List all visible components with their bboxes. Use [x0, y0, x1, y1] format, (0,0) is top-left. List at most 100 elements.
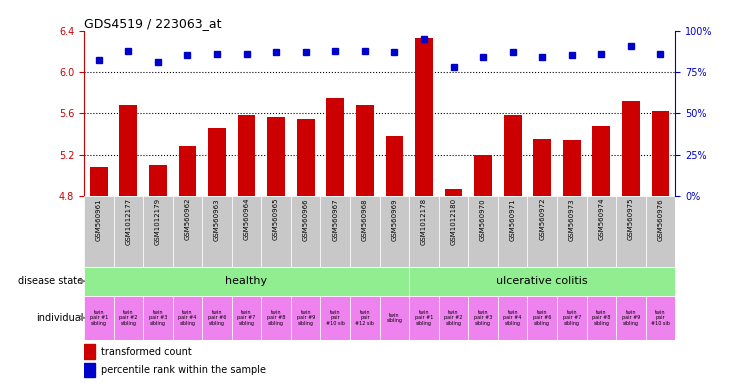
Bar — [652, 111, 669, 384]
Text: twin
pair #7
sibling: twin pair #7 sibling — [563, 310, 581, 326]
Bar — [504, 115, 521, 384]
Bar — [474, 154, 492, 384]
Text: twin
pair
#12 sib: twin pair #12 sib — [356, 310, 374, 326]
Bar — [527, 196, 557, 267]
Bar — [202, 296, 231, 340]
Bar — [498, 196, 527, 267]
Text: GSM560964: GSM560964 — [244, 198, 250, 240]
Bar — [469, 296, 498, 340]
Text: twin
pair #1
sibling: twin pair #1 sibling — [415, 310, 433, 326]
Text: twin
pair #2
sibling: twin pair #2 sibling — [119, 310, 137, 326]
Bar — [563, 140, 580, 384]
Bar — [320, 196, 350, 267]
Text: twin
pair #4
sibling: twin pair #4 sibling — [178, 310, 196, 326]
Bar — [557, 296, 586, 340]
Bar — [350, 196, 380, 267]
Bar — [320, 296, 350, 340]
Bar — [114, 296, 143, 340]
Text: GSM1012180: GSM1012180 — [450, 198, 456, 245]
Text: GSM560963: GSM560963 — [214, 198, 220, 241]
Bar — [297, 119, 315, 384]
Bar — [231, 196, 261, 267]
Bar — [326, 98, 344, 384]
Text: percentile rank within the sample: percentile rank within the sample — [101, 365, 266, 375]
Bar — [149, 165, 166, 384]
Text: twin
pair #4
sibling: twin pair #4 sibling — [504, 310, 522, 326]
Text: twin
pair #8
sibling: twin pair #8 sibling — [592, 310, 610, 326]
Text: GSM560970: GSM560970 — [480, 198, 486, 241]
Text: disease state: disease state — [18, 276, 83, 286]
Bar — [645, 296, 675, 340]
Text: GSM1012177: GSM1012177 — [126, 198, 131, 245]
Bar — [267, 118, 285, 384]
Bar — [261, 196, 291, 267]
Text: twin
pair #1
sibling: twin pair #1 sibling — [90, 310, 108, 326]
Bar — [616, 296, 645, 340]
Bar — [409, 196, 439, 267]
Bar — [84, 296, 114, 340]
Bar — [439, 296, 469, 340]
Bar — [498, 296, 527, 340]
Bar — [172, 296, 202, 340]
Bar — [527, 296, 557, 340]
Bar — [469, 196, 498, 267]
Bar — [380, 296, 409, 340]
Bar — [445, 189, 462, 384]
Bar — [172, 196, 202, 267]
Text: healthy: healthy — [226, 276, 268, 286]
Bar — [593, 126, 610, 384]
Bar — [90, 167, 107, 384]
Bar — [238, 115, 256, 384]
Bar — [439, 196, 469, 267]
Bar — [84, 344, 95, 359]
Bar — [587, 196, 616, 267]
Bar — [622, 101, 639, 384]
Bar — [409, 267, 675, 296]
Text: GSM560972: GSM560972 — [539, 198, 545, 240]
Text: GSM560967: GSM560967 — [332, 198, 338, 241]
Bar — [84, 267, 409, 296]
Text: GSM1012179: GSM1012179 — [155, 198, 161, 245]
Bar — [380, 196, 409, 267]
Text: twin
pair
#10 sib: twin pair #10 sib — [651, 310, 670, 326]
Text: GDS4519 / 223063_at: GDS4519 / 223063_at — [84, 17, 221, 30]
Bar — [645, 196, 675, 267]
Bar — [409, 296, 439, 340]
Text: GSM560961: GSM560961 — [96, 198, 101, 241]
Bar — [291, 296, 320, 340]
Text: ulcerative colitis: ulcerative colitis — [496, 276, 588, 286]
Bar — [616, 196, 645, 267]
Bar — [84, 196, 114, 267]
Text: GSM560975: GSM560975 — [628, 198, 634, 240]
Text: GSM560968: GSM560968 — [362, 198, 368, 241]
Bar — [291, 196, 320, 267]
Bar — [261, 296, 291, 340]
Bar — [84, 363, 95, 377]
Text: GSM560973: GSM560973 — [569, 198, 575, 241]
Text: GSM560969: GSM560969 — [391, 198, 397, 241]
Text: GSM560966: GSM560966 — [303, 198, 309, 241]
Text: twin
pair #9
sibling: twin pair #9 sibling — [622, 310, 640, 326]
Text: twin
pair #6
sibling: twin pair #6 sibling — [533, 310, 551, 326]
Text: twin
pair #7
sibling: twin pair #7 sibling — [237, 310, 255, 326]
Text: twin
sibling: twin sibling — [386, 313, 402, 323]
Bar — [143, 196, 172, 267]
Text: twin
pair #3
sibling: twin pair #3 sibling — [149, 310, 167, 326]
Bar — [385, 136, 403, 384]
Bar — [534, 139, 551, 384]
Bar — [557, 196, 586, 267]
Bar — [143, 296, 172, 340]
Text: GSM560962: GSM560962 — [185, 198, 191, 240]
Text: twin
pair #8
sibling: twin pair #8 sibling — [267, 310, 285, 326]
Text: individual: individual — [36, 313, 83, 323]
Bar — [415, 38, 433, 384]
Text: twin
pair
#10 sib: twin pair #10 sib — [326, 310, 345, 326]
Text: twin
pair #2
sibling: twin pair #2 sibling — [445, 310, 463, 326]
Bar — [120, 105, 137, 384]
Text: GSM560976: GSM560976 — [658, 198, 664, 241]
Text: GSM560971: GSM560971 — [510, 198, 515, 241]
Bar — [202, 196, 231, 267]
Text: GSM1012178: GSM1012178 — [421, 198, 427, 245]
Bar — [587, 296, 616, 340]
Text: GSM560965: GSM560965 — [273, 198, 279, 240]
